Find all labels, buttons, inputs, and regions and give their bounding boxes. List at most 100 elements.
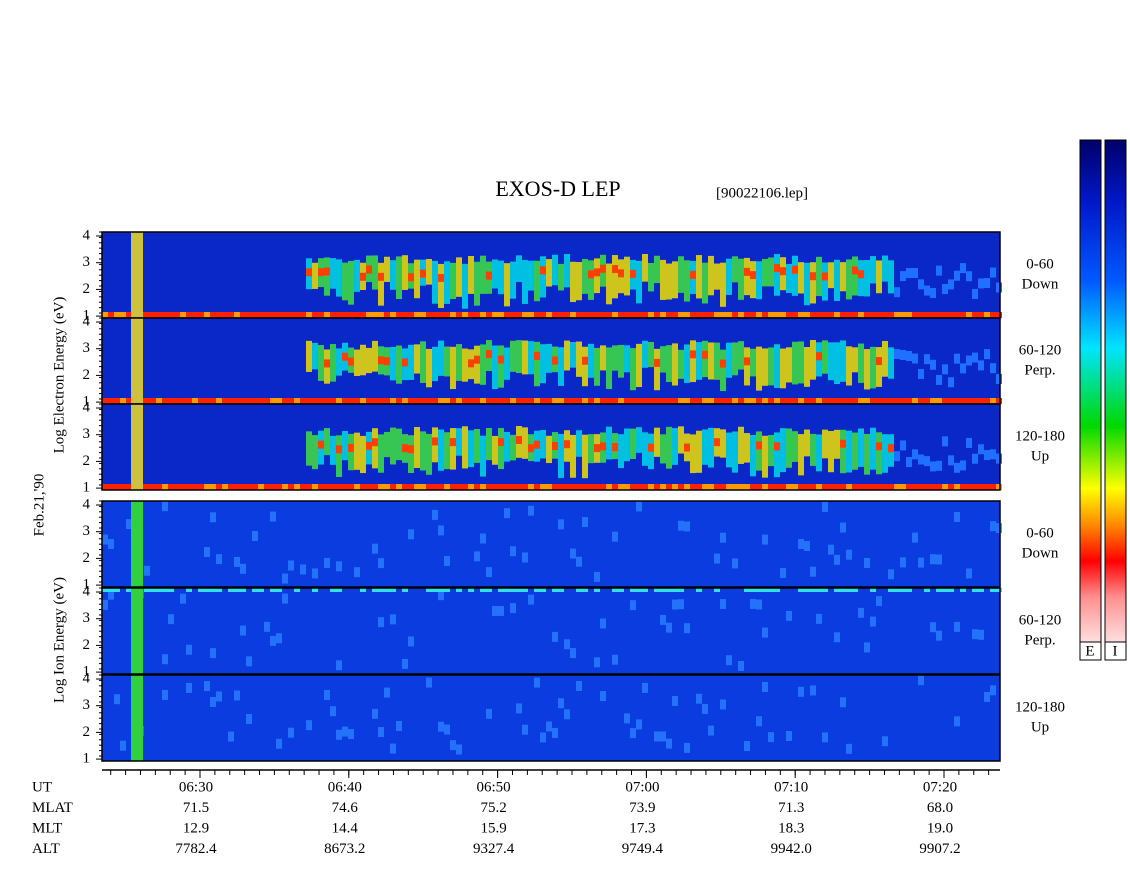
- spectrogram-cell: [810, 588, 816, 592]
- y-tick-label: 3: [83, 697, 91, 713]
- spectrogram-cell: [894, 588, 900, 592]
- spectrogram-cell: [510, 261, 516, 299]
- spectrogram-cell: [780, 428, 786, 473]
- ephemeris-value: 73.9: [629, 800, 655, 816]
- spectrogram-cell: [252, 530, 258, 541]
- spectrogram-cell: [702, 262, 708, 304]
- spectrogram-cell: [282, 312, 288, 318]
- spectrogram-cell: [774, 432, 780, 478]
- panel-direction: Down: [1022, 276, 1059, 292]
- spectrogram-cell: [396, 256, 402, 300]
- spectrogram-cell: [732, 312, 738, 318]
- spectrogram-cell: [378, 312, 384, 318]
- spectrogram-cell: [816, 256, 822, 297]
- spectrogram-cell: [852, 432, 858, 470]
- spectrogram-cell: [444, 724, 450, 735]
- spectrogram-cell: [558, 519, 564, 530]
- spectrogram-cell: [372, 438, 378, 447]
- spectrogram-cell: [378, 356, 384, 365]
- spectrogram-cell: [996, 484, 1002, 490]
- spectrogram-cell: [522, 484, 528, 490]
- spectrogram-cell: [744, 357, 750, 366]
- spectrogram-cell: [972, 288, 978, 299]
- spectrogram-cell: [372, 340, 378, 372]
- spectrogram-cell: [336, 398, 342, 404]
- spectrogram-stripe: [131, 501, 143, 587]
- spectrogram-cell: [408, 273, 414, 282]
- y-tick-label: 3: [83, 254, 91, 270]
- spectrogram-cell: [486, 427, 492, 461]
- spectrogram-cell: [720, 532, 726, 543]
- spectrogram-cell: [888, 569, 894, 580]
- spectrogram-cell: [834, 632, 840, 643]
- spectrogram-cell: [432, 509, 438, 520]
- spectrogram-cell: [696, 312, 702, 318]
- spectrogram-cell: [810, 566, 816, 577]
- spectrogram-cell: [450, 740, 456, 751]
- spectrogram-cell: [894, 287, 900, 298]
- spectrogram-cell: [888, 484, 894, 490]
- spectrogram-cell: [186, 588, 192, 592]
- spectrogram-cell: [366, 265, 372, 274]
- spectrogram-cell: [312, 568, 318, 579]
- spectrogram-cell: [180, 593, 186, 604]
- spectrogram-cell: [942, 284, 948, 295]
- spectrogram-cell: [162, 689, 168, 700]
- spectrogram-cell: [630, 728, 636, 739]
- ephemeris-value: 12.9: [183, 820, 209, 836]
- spectrogram-cell: [408, 636, 414, 647]
- spectrogram-cell: [822, 484, 828, 490]
- spectrogram-cell: [306, 312, 312, 318]
- spectrogram-cell: [966, 568, 972, 579]
- spectrogram-cell: [720, 484, 726, 490]
- ephemeris-value: 71.5: [183, 800, 209, 816]
- spectrogram-cell: [924, 484, 930, 490]
- spectrogram-cell: [546, 398, 552, 404]
- spectrogram-cell: [306, 431, 312, 466]
- spectrogram-cell: [828, 342, 834, 381]
- spectrogram-cell: [438, 263, 444, 309]
- spectrogram-cell: [570, 434, 576, 478]
- spectrogram-cell: [936, 374, 942, 385]
- spectrogram-cell: [384, 484, 390, 490]
- colorbar: [1104, 139, 1127, 661]
- spectrogram-cell: [108, 398, 114, 404]
- spectrogram-cell: [156, 312, 162, 318]
- spectrogram-cell: [822, 588, 828, 592]
- spectrogram-cell: [804, 484, 810, 490]
- spectrogram-cell: [786, 484, 792, 490]
- spectrogram-cell: [750, 398, 756, 404]
- spectrogram-cell: [324, 557, 330, 568]
- spectrogram-cell: [708, 255, 714, 296]
- spectrogram-cell: [708, 484, 714, 490]
- spectrogram-cell: [738, 258, 744, 300]
- spectrogram-cell: [714, 438, 720, 447]
- spectrogram-cell: [612, 484, 618, 490]
- spectrogram-cell: [504, 431, 510, 462]
- spectrogram-cell: [510, 484, 516, 490]
- spectrogram-cell: [624, 345, 630, 373]
- spectrogram-cell: [288, 484, 294, 490]
- spectrogram-cell: [348, 433, 354, 471]
- spectrogram-cell: [570, 398, 576, 404]
- spectrogram-cell: [744, 484, 750, 490]
- spectrogram-cell: [870, 427, 876, 470]
- spectrogram-cell: [870, 256, 876, 284]
- spectrogram-cell: [192, 398, 198, 404]
- spectrogram-cell: [240, 563, 246, 574]
- spectrogram-cell: [750, 348, 756, 377]
- spectrogram-cell: [750, 598, 756, 609]
- row-label: MLAT: [32, 800, 73, 816]
- spectrogram-cell: [234, 588, 240, 592]
- spectrogram-cell: [408, 398, 414, 404]
- spectrogram-cell: [798, 262, 804, 294]
- spectrogram-cell: [450, 398, 456, 404]
- spectrogram-cell: [834, 484, 840, 490]
- spectrogram-cell: [954, 312, 960, 318]
- spectrogram-cell: [336, 561, 342, 572]
- spectrogram-cell: [588, 312, 594, 318]
- spectrogram-cell: [270, 511, 276, 522]
- spectrogram-cell: [594, 347, 600, 386]
- spectrogram-cell: [192, 484, 198, 490]
- spectrogram-cell: [696, 693, 702, 704]
